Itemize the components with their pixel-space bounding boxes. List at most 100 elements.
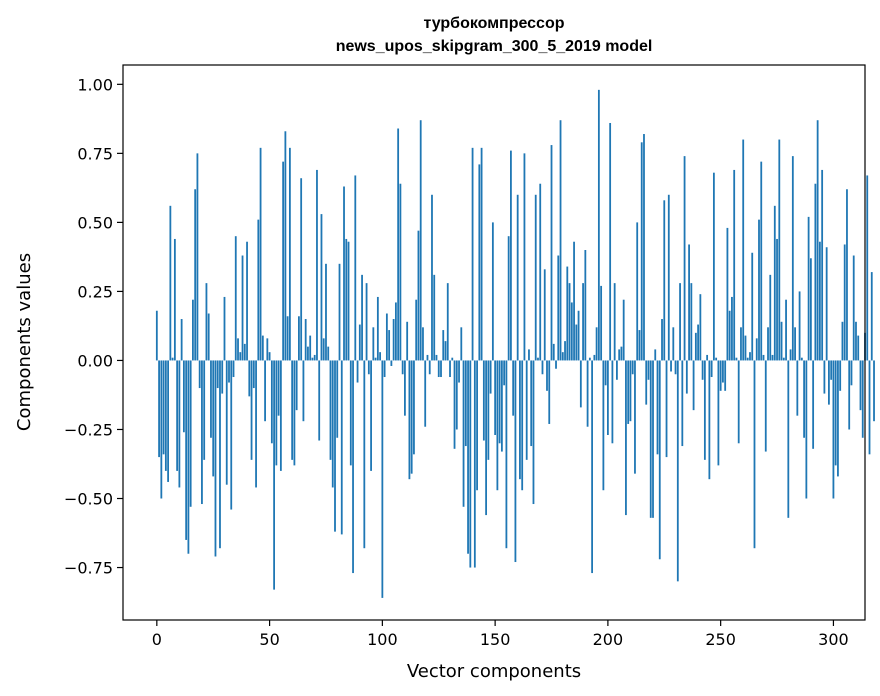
bar-45 [257,219,260,361]
bar-187 [577,310,580,361]
bar-129 [446,283,449,361]
bar-224 [661,319,663,361]
y-tick-label: 1.00 [77,75,113,94]
bar-212 [634,360,636,474]
bar-146 [485,360,487,516]
bar-170 [539,183,542,361]
bar-215 [640,142,643,361]
y-tick-label: −0.75 [64,559,113,578]
bar-175 [550,145,553,361]
bar-280 [787,360,790,518]
bar-38 [241,255,244,361]
bar-317 [870,272,873,361]
bar-119 [424,360,427,427]
bar-191 [586,360,589,427]
bar-249 [717,360,720,466]
bar-96 [372,327,375,361]
bar-40 [246,241,248,361]
bar-275 [776,238,778,361]
bar-7 [171,357,174,361]
bar-304 [841,321,844,361]
bar-99 [379,352,381,361]
bar-289 [807,216,810,361]
bar-303 [839,360,842,391]
bar-126 [440,360,442,378]
y-axis-label: Components values [14,253,35,431]
bar-89 [356,360,359,383]
x-tick-label: 300 [818,630,849,649]
bar-188 [579,360,582,408]
bar-219 [649,360,652,518]
bar-183 [568,283,571,361]
bar-123 [433,274,436,361]
bar-300 [832,360,835,499]
bar-104 [390,360,393,366]
bar-271 [767,327,769,361]
bar-236 [688,244,690,361]
bar-296 [823,360,826,394]
bar-181 [564,341,566,361]
bar-203 [613,283,616,361]
bar-81 [338,263,341,361]
bar-20 [201,360,203,505]
bar-294 [818,241,821,361]
bar-233 [681,360,684,447]
y-tick-label: −0.25 [64,420,113,439]
bar-6 [169,205,172,361]
bar-41 [248,360,251,397]
bar-279 [785,299,787,361]
bar-138 [467,360,469,554]
bar-78 [331,360,334,488]
bar-171 [541,360,544,375]
bar-35 [234,236,237,361]
bar-157 [510,150,512,361]
x-tick-label: 150 [480,630,511,649]
bar-22 [205,283,208,361]
bar-160 [516,194,519,361]
bar-39 [243,343,246,361]
bar-284 [796,360,799,416]
bar-141 [473,360,476,568]
bar-161 [519,360,521,480]
bar-111 [406,321,409,361]
bar-16 [192,299,194,361]
bar-153 [500,360,503,452]
bar-48 [264,360,266,422]
bar-74 [322,338,325,361]
bar-25 [212,360,215,477]
bar-139 [469,360,472,568]
bar-115 [415,299,418,361]
bar-94 [367,360,370,375]
plot-frame [122,64,866,621]
bar-205 [618,349,621,361]
bar-159 [514,360,517,563]
bar-310 [855,321,857,361]
bar-122 [431,194,433,361]
bar-114 [413,360,415,455]
bar-34 [232,360,235,378]
bar-31 [225,360,228,485]
bar-116 [417,230,420,361]
bar-156 [507,236,510,361]
x-tick-label: 0 [152,630,162,649]
bar-101 [383,360,386,378]
bar-169 [537,357,539,361]
bar-216 [643,134,645,361]
bar-206 [620,346,623,361]
bar-251 [722,360,724,383]
bar-107 [397,128,400,361]
bar-229 [672,327,675,361]
bar-93 [365,283,368,361]
bar-285 [798,291,801,361]
bar-254 [728,310,731,361]
bar-302 [837,360,839,477]
bar-24 [210,360,212,438]
bar-166 [530,360,533,447]
bar-95 [370,360,372,471]
bar-144 [480,147,483,361]
bar-143 [478,164,481,361]
bar-258 [737,360,740,444]
bar-14 [187,360,190,554]
bar-27 [216,360,219,389]
bar-261 [744,335,747,361]
